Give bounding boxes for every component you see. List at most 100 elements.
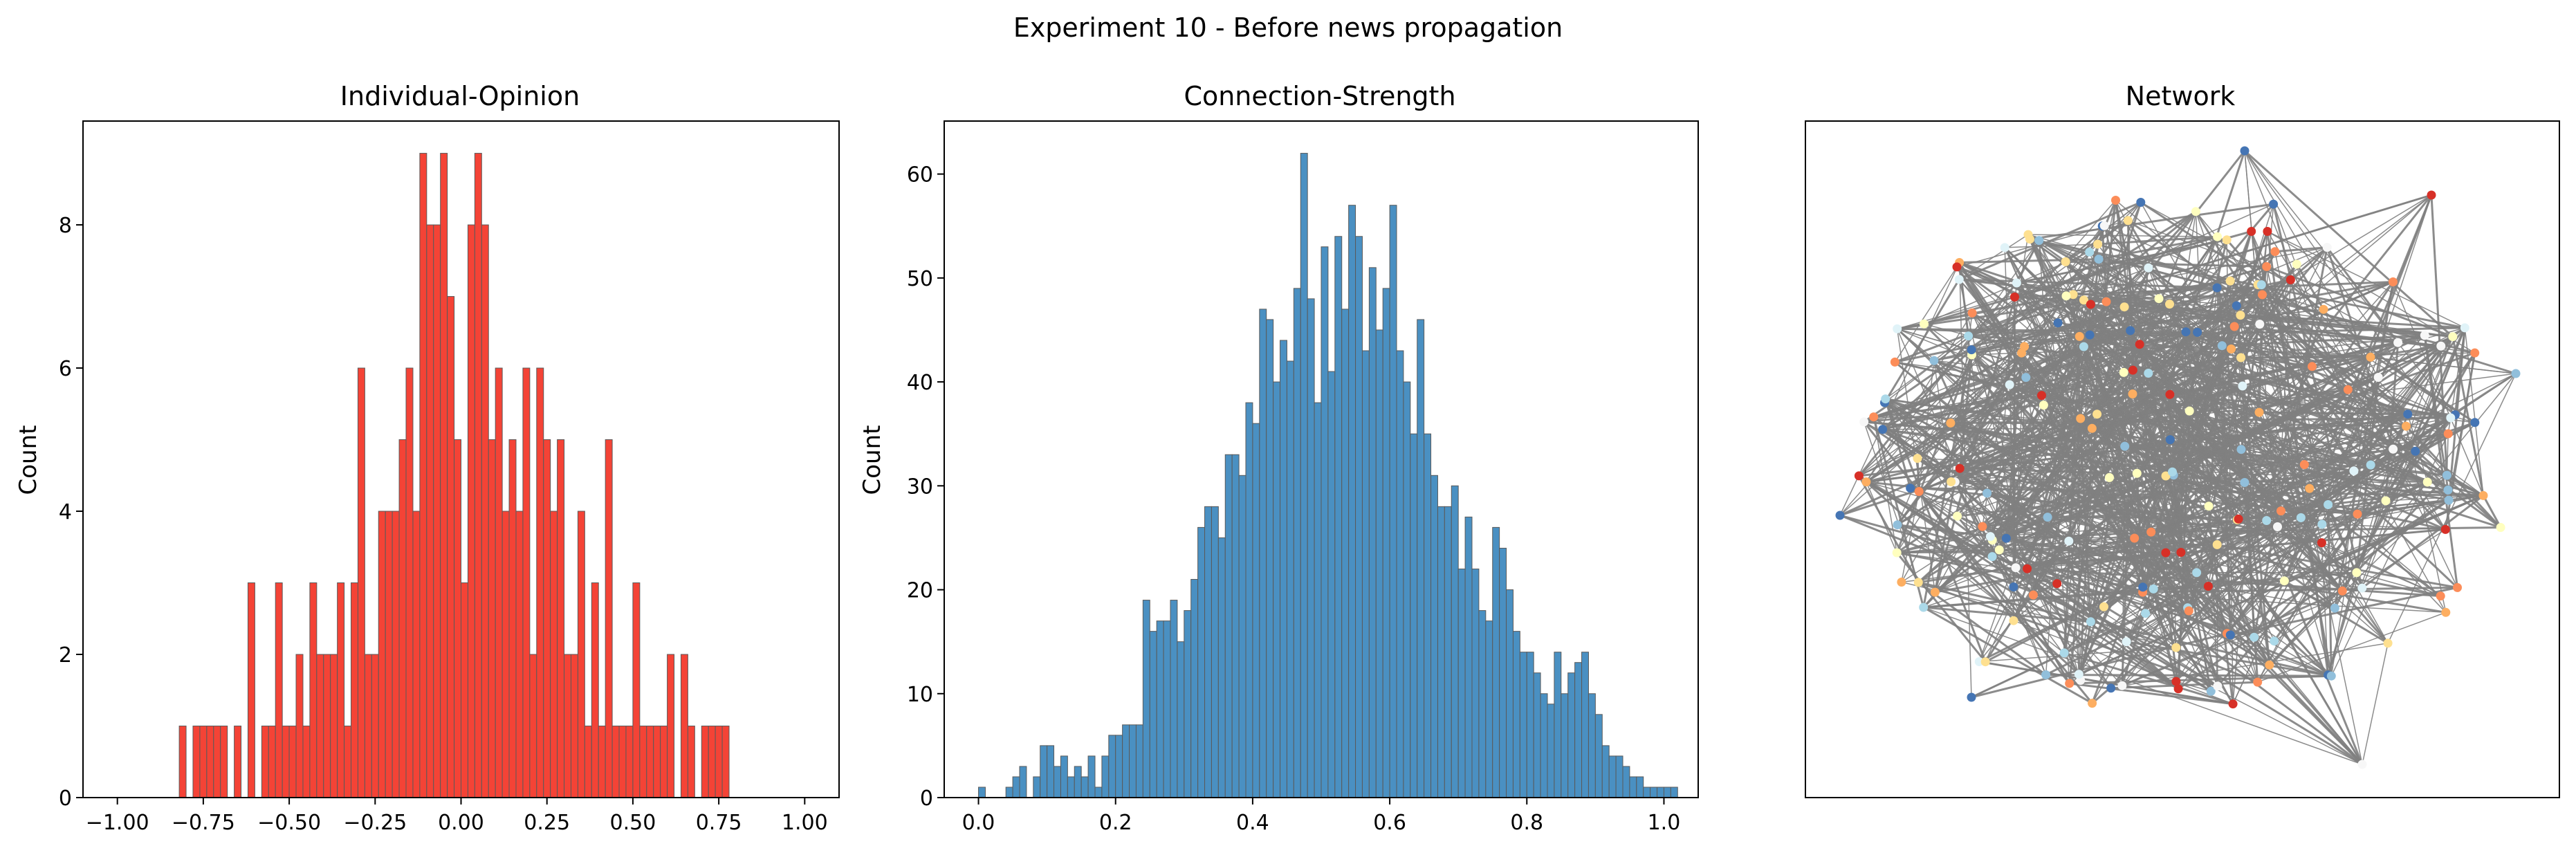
network-node [2120, 441, 2130, 451]
strength-bar [1396, 350, 1404, 798]
network-node [2279, 576, 2289, 586]
network-node [1952, 262, 1962, 272]
strength-bar [1217, 537, 1226, 798]
strength-bar [1266, 319, 1274, 798]
opinion-bar [344, 726, 352, 798]
network-edge [2092, 327, 2465, 430]
strength-bar [1019, 766, 1027, 798]
network-edge [2110, 681, 2258, 690]
network-edge [2092, 373, 2517, 430]
network-node [2383, 638, 2393, 648]
opinion-bar [667, 654, 675, 798]
strength-bar [1526, 652, 1534, 798]
network-node [2511, 369, 2521, 378]
network-node [2092, 410, 2102, 419]
network-node [2028, 590, 2038, 600]
strength-bar [1259, 309, 1267, 798]
network-node [1967, 692, 1976, 702]
strength-bar [1444, 506, 1452, 798]
strength-bar [1403, 381, 1411, 798]
strength-bars [978, 153, 1678, 798]
opinion-bar [522, 367, 531, 798]
network-edge [2232, 204, 2274, 704]
network-node [2337, 586, 2347, 596]
network-node [2161, 471, 2171, 481]
opinion-bar [715, 726, 723, 798]
network-edge [2341, 352, 2476, 592]
strength-bar [1307, 298, 1315, 798]
network-edge [2238, 335, 2425, 520]
network-node [2001, 533, 2011, 543]
network-node [1892, 548, 1902, 558]
network-edge [2096, 414, 2177, 682]
opinion-bar [302, 726, 311, 798]
opinion-bar [680, 654, 688, 798]
strength-bar [1629, 776, 1637, 798]
opinion-plot-frame [82, 120, 840, 798]
network-edge [2063, 652, 2234, 706]
network-node [1964, 331, 1974, 341]
network-edge [2290, 194, 2432, 281]
network-node [2184, 406, 2194, 416]
opinion-bar [701, 726, 709, 798]
network-edge [2057, 331, 2187, 585]
opinion-bar [309, 582, 318, 798]
network-edge [1866, 356, 2371, 484]
network-node [2068, 290, 2078, 300]
network-node [2130, 533, 2140, 543]
network-node [2173, 684, 2183, 694]
opinion-bar [502, 511, 510, 798]
network-node [2093, 239, 2103, 249]
network-edge [1839, 514, 2258, 683]
network-node [2402, 421, 2411, 431]
network-node [2039, 401, 2048, 410]
network-edge [1958, 261, 2140, 346]
network-node [2181, 327, 2191, 337]
network-edge [2124, 445, 2357, 574]
network-node [2256, 280, 2266, 290]
network-node [2099, 602, 2108, 612]
network-edge [1917, 334, 2090, 459]
network-edge [1882, 281, 2393, 431]
opinion-bar [351, 582, 358, 798]
network-plot-frame [1805, 120, 2560, 798]
opinion-bar [529, 654, 537, 798]
network-edge [2057, 210, 2197, 324]
network-edge [2131, 393, 2271, 665]
strength-bar [1355, 236, 1363, 798]
opinion-x-tick-label: 1.00 [782, 811, 828, 835]
network-node [2292, 259, 2301, 269]
strength-bar [1540, 693, 1548, 798]
network-edge [2063, 606, 2105, 654]
network-node [2225, 276, 2235, 286]
network-node [2161, 548, 2171, 558]
network-edge [1953, 481, 1994, 558]
network-node [2236, 353, 2246, 362]
opinion-bar [192, 726, 201, 798]
strength-bar [1512, 631, 1520, 798]
network-node [1954, 275, 1964, 284]
network-node [2165, 300, 2174, 309]
network-node [2366, 460, 2375, 470]
network-edge [2014, 296, 2125, 374]
strength-x-tick-label: 0.8 [1510, 811, 1543, 835]
network-edge [2265, 266, 2456, 416]
strength-bar [1087, 755, 1096, 798]
opinion-bar [330, 654, 338, 798]
opinion-bar [632, 582, 641, 798]
network-node [1913, 454, 1922, 463]
strength-bar [1430, 475, 1438, 798]
opinion-bar [234, 726, 242, 798]
network-node [2106, 683, 2116, 693]
network-edge [2240, 314, 2465, 329]
strength-bar [1094, 787, 1103, 798]
strength-plot-frame [944, 120, 1699, 798]
network-edge [2043, 243, 2099, 405]
strength-bar [1608, 755, 1617, 798]
opinion-x-tick-label: −0.75 [172, 811, 235, 835]
network-node [2213, 681, 2223, 691]
opinion-bar [316, 654, 324, 798]
network-node [2453, 582, 2462, 592]
strength-bar [1581, 652, 1589, 798]
network-edge [1934, 410, 2191, 594]
